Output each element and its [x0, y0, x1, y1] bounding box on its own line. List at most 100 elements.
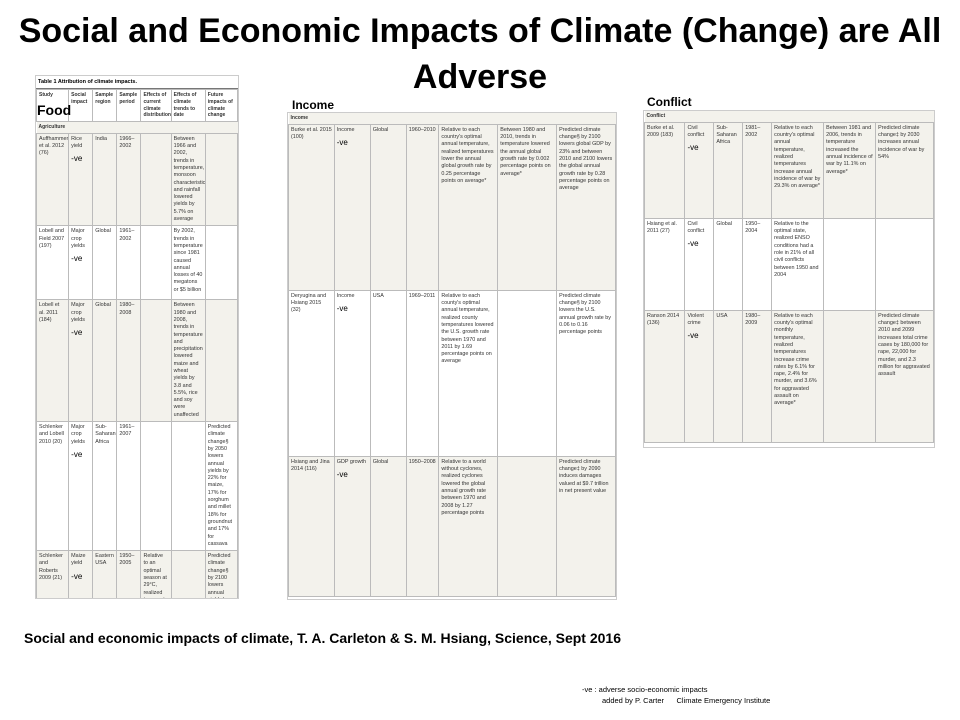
- cell-text: Predicted climate change‡ between 2010 a…: [878, 312, 930, 378]
- table-row: Burke et al. 2009 (183) Civil conflict -ve…: [644, 121, 934, 219]
- table-cell: [140, 225, 172, 301]
- cell-text: Civil conflict: [687, 220, 705, 235]
- table-cell: Predicted climate change§ by 2100 lowers…: [556, 123, 616, 291]
- cell-text: Income: [336, 126, 355, 133]
- column-header: Effects of climate trends to date: [170, 89, 206, 122]
- table-cell: 1960–2010: [405, 123, 440, 291]
- cell-text: Schlenker and Roberts 2009 (21): [39, 553, 63, 581]
- table-cell: Relative to an optimal season at 29°C, r…: [140, 550, 172, 598]
- table-cell: Lobell and Field 2007 (197): [36, 225, 70, 301]
- adverse-note: -ve: [336, 304, 348, 314]
- adverse-note: -ve: [71, 328, 83, 338]
- cell-text: Predicted climate change§ by 2100 lowers…: [559, 126, 613, 192]
- table-cell: Relative to each county's optimal annual…: [438, 289, 499, 457]
- table-cell: Ranson 2014 (136): [644, 309, 686, 443]
- table-row: Lobell et al. 2011 (184) Major crop yield…: [36, 299, 238, 423]
- table-cell: USA: [713, 309, 744, 443]
- column-header: Sample period: [116, 89, 142, 122]
- cell-text: Global: [95, 228, 111, 235]
- cell-text: GDP growth: [336, 458, 367, 465]
- cell-text: Violent crime: [687, 312, 704, 327]
- table-row: Auffhammer et al. 2012 (76) Rice yield -ve…: [36, 132, 238, 227]
- table-cell: Predicted climate change‡ by 2030 increa…: [875, 121, 934, 219]
- table-cell: Schlenker and Roberts 2009 (21): [36, 550, 70, 598]
- cell-text: Lobell and Field 2007 (197): [39, 228, 65, 249]
- cell-text: Predicted climate change§ by 2100 lowers…: [207, 553, 231, 598]
- citation: Social and economic impacts of climate, …: [24, 630, 621, 646]
- table-row: Hsiang and Jina 2014 (116) GDP growth -ve G…: [288, 455, 616, 597]
- table-cell: Relative to each country's optimal annua…: [438, 123, 499, 291]
- table-row: Lobell and Field 2007 (197) Major crop yi…: [36, 225, 238, 301]
- cell-text: Major crop yields: [71, 228, 85, 249]
- cell-text: Predicted climate change‡ by 2030 increa…: [878, 124, 925, 160]
- table-cell: Relative to each county's optimal monthl…: [771, 309, 825, 443]
- table-cell: By 2002, trends in temperature since 198…: [170, 225, 206, 301]
- cell-text: Hsiang and Jina 2014 (116): [291, 458, 330, 473]
- cell-text: USA: [372, 292, 384, 299]
- cell-text: 1961–2007: [119, 424, 135, 438]
- cell-text: Maize yield: [71, 553, 86, 567]
- table-cell: [204, 225, 238, 301]
- table-cell: [823, 309, 877, 443]
- cell-text: Ranson 2014 (136): [647, 312, 680, 327]
- adverse-note: -ve: [71, 154, 83, 164]
- table-cell: Civil conflict -ve: [684, 121, 715, 219]
- table-row: Burke et al. 2015 (100) Income -ve Global 19…: [288, 123, 616, 291]
- column-header: Sample region: [92, 89, 118, 122]
- cell-text: Relative to each country's optimal annua…: [441, 126, 494, 184]
- section-label: Conflict: [644, 111, 934, 123]
- header-row: Study Social impact Sample region Sample pe…: [36, 89, 238, 122]
- table-row: Ranson 2014 (136) Violent crime -ve USA 1980…: [644, 309, 934, 443]
- table-cell: 1961–2002: [116, 225, 142, 301]
- table-cell: Sub-Saharan Africa: [713, 121, 744, 219]
- cell-text: Schlenker and Lobell 2010 (20): [39, 424, 64, 445]
- table-cell: Burke et al. 2015 (100): [288, 123, 335, 291]
- table-cell: Eastern USA: [92, 550, 118, 598]
- section-row: Conflict: [644, 111, 934, 123]
- table-cell: Global: [713, 217, 744, 311]
- cell-text: Global: [95, 302, 111, 309]
- cell-text: Burke et al. 2015 (100): [291, 126, 332, 141]
- cell-text: 1966–2002: [119, 135, 135, 150]
- cell-text: Income: [336, 292, 355, 299]
- cell-text: India: [95, 135, 107, 142]
- cell-text: Hsiang et al. 2011 (27): [647, 220, 677, 235]
- adverse-note: -ve: [336, 138, 348, 148]
- cell-text: Global: [716, 220, 732, 227]
- table-cell: Violent crime -ve: [684, 309, 715, 443]
- table-cell: Major crop yields -ve: [68, 421, 94, 552]
- table-cell: Income -ve: [333, 289, 371, 457]
- cell-text: Relative to each county's optimal annual…: [441, 292, 494, 365]
- table-cell: Lobell et al. 2011 (184): [36, 299, 70, 423]
- table: Conflict Burke et al. 2009 (183) Civil con…: [644, 111, 934, 443]
- cell-text: Deryugina and Hsiang 2015 (32): [291, 292, 327, 314]
- section-row: Income: [288, 113, 616, 125]
- table-cell: Auffhammer et al. 2012 (76): [36, 132, 70, 227]
- table-cell: Between 1980 and 2010, trends in tempera…: [497, 123, 558, 291]
- table-cell: Global: [92, 299, 118, 423]
- table-cell: Major crop yields -ve: [68, 225, 94, 301]
- cell-text: Burke et al. 2009 (183): [647, 124, 675, 139]
- table-cell: Schlenker and Lobell 2010 (20): [36, 421, 70, 552]
- section-label: Income: [288, 113, 616, 125]
- table-cell: Hsiang et al. 2011 (27): [644, 217, 686, 311]
- cell-text: Sub-Saharan Africa: [716, 124, 737, 146]
- table-cell: Rice yield -ve: [68, 132, 94, 227]
- table-cell: Deryugina and Hsiang 2015 (32): [288, 289, 335, 457]
- table-cell: 1980–2008: [116, 299, 142, 423]
- table-cell: Predicted climate change§ by 2100 lowers…: [556, 289, 616, 457]
- cell-text: Between 1981 and 2006, trends in tempera…: [826, 124, 873, 175]
- table-cell: 1950–2005: [116, 550, 142, 598]
- cell-text: Between 1980 and 2010, trends in tempera…: [500, 126, 551, 177]
- cell-text: Relative to each county's optimal monthl…: [774, 312, 817, 407]
- section-row: Agriculture: [36, 121, 238, 134]
- cell-text: 1960–2010: [408, 126, 436, 133]
- table-cell: 1950–2008: [405, 455, 440, 597]
- table-cell: Predicted climate change§ by 2100 lowers…: [204, 550, 238, 598]
- table-row: Deryugina and Hsiang 2015 (32) Income -ve U…: [288, 289, 616, 457]
- table-row: Hsiang et al. 2011 (27) Civil conflict -ve…: [644, 217, 934, 311]
- adverse-note: -ve: [687, 239, 699, 249]
- cell-text: Sub-Saharan Africa: [95, 424, 116, 445]
- cell-text: Global: [372, 126, 389, 133]
